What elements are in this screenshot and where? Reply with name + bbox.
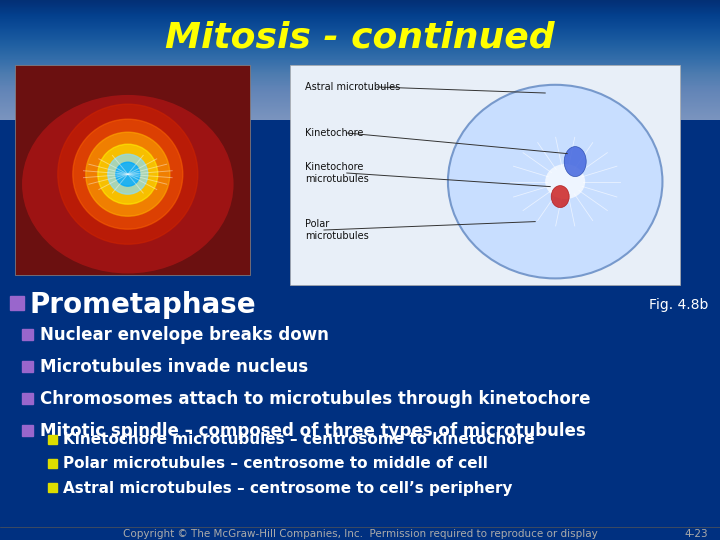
Text: Chromosomes attach to microtubules through kinetochore: Chromosomes attach to microtubules throu… <box>40 390 590 408</box>
FancyBboxPatch shape <box>15 65 250 275</box>
FancyBboxPatch shape <box>10 296 24 310</box>
Circle shape <box>98 144 158 204</box>
Ellipse shape <box>22 95 233 273</box>
Text: Kinetochore microtubules – centrosome to kinetochore: Kinetochore microtubules – centrosome to… <box>63 433 535 448</box>
FancyBboxPatch shape <box>22 425 33 436</box>
Text: Fig. 4.8b: Fig. 4.8b <box>649 298 708 312</box>
Ellipse shape <box>564 146 586 177</box>
Text: Astral microtubules: Astral microtubules <box>305 82 400 92</box>
Circle shape <box>58 104 198 244</box>
Text: Mitotic spindle – composed of three types of microtubules: Mitotic spindle – composed of three type… <box>40 422 586 440</box>
Text: 4-23: 4-23 <box>685 529 708 539</box>
Text: Prometaphase: Prometaphase <box>30 291 256 319</box>
Ellipse shape <box>552 186 570 207</box>
FancyBboxPatch shape <box>48 483 57 492</box>
Text: Nuclear envelope breaks down: Nuclear envelope breaks down <box>40 326 329 344</box>
Ellipse shape <box>448 85 662 279</box>
Text: Polar microtubules – centrosome to middle of cell: Polar microtubules – centrosome to middl… <box>63 456 488 471</box>
Circle shape <box>86 132 170 216</box>
FancyBboxPatch shape <box>290 65 680 285</box>
Text: Kinetochore: Kinetochore <box>305 128 364 138</box>
Text: Astral microtubules – centrosome to cell’s periphery: Astral microtubules – centrosome to cell… <box>63 481 513 496</box>
FancyBboxPatch shape <box>22 393 33 404</box>
Circle shape <box>116 162 140 186</box>
FancyBboxPatch shape <box>22 329 33 340</box>
Circle shape <box>108 154 148 194</box>
Text: Copyright © The McGraw-Hill Companies, Inc.  Permission required to reproduce or: Copyright © The McGraw-Hill Companies, I… <box>122 529 598 539</box>
FancyBboxPatch shape <box>48 459 57 468</box>
Circle shape <box>73 119 183 229</box>
Text: Microtubules invade nucleus: Microtubules invade nucleus <box>40 358 308 376</box>
Text: Polar
microtubules: Polar microtubules <box>305 219 369 241</box>
FancyBboxPatch shape <box>48 435 57 444</box>
Ellipse shape <box>545 164 585 199</box>
FancyBboxPatch shape <box>22 361 33 372</box>
Text: Mitosis - continued: Mitosis - continued <box>165 21 555 55</box>
Text: Kinetochore
microtubules: Kinetochore microtubules <box>305 162 369 184</box>
